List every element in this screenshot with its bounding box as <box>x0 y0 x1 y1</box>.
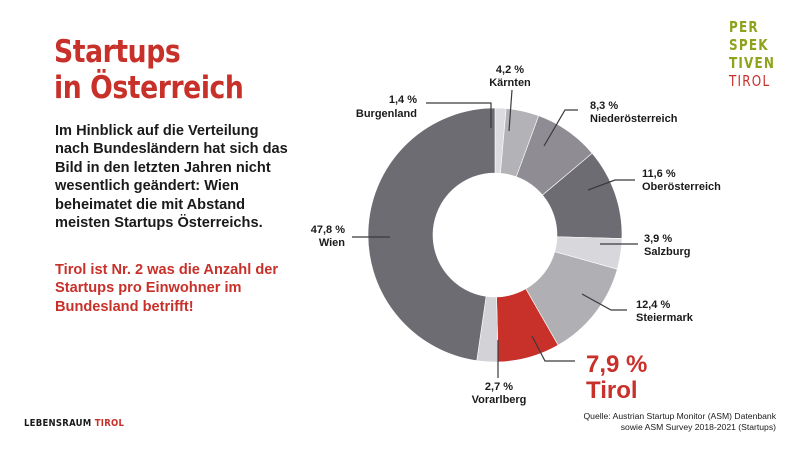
logo-line-2: SPEK <box>729 36 769 54</box>
slice-wien <box>367 107 496 362</box>
label-name-vorarlberg: Vorarlberg <box>472 394 527 406</box>
lebensraum-tirol-logo: LEBENSRAUM TIROL <box>24 418 124 429</box>
perspektiven-tirol-logo: PER SPEK TIVEN TIROL <box>729 18 775 90</box>
label-name-salzburg: Salzburg <box>644 246 690 258</box>
source-note: Quelle: Austrian Startup Monitor (ASM) D… <box>584 411 777 433</box>
highlight-paragraph: Tirol ist Nr. 2 was die Anzahl der Start… <box>55 262 279 315</box>
label-name-tirol: Tirol <box>586 377 638 404</box>
callout-line-oberoesterreich <box>587 179 635 191</box>
label-value-niederoesterreich: 8,3 % <box>590 100 618 112</box>
title-line-1: Startups <box>54 34 181 70</box>
page-title: Startups in Österreich <box>54 34 244 106</box>
donut-slices <box>367 107 623 363</box>
callout-line-steiermark <box>581 293 627 311</box>
label-value-oberoesterreich: 11,6 % <box>642 168 676 180</box>
label-value-steiermark: 12,4 % <box>636 299 670 311</box>
label-value-kaernten: 4,2 % <box>496 64 524 76</box>
label-name-wien: Wien <box>319 237 345 249</box>
callout-line-niederoesterreich <box>543 109 578 147</box>
logo-line-1: PER <box>729 18 759 36</box>
source-line-2: sowie ASM Survey 2018-2021 (Startups) <box>620 422 776 432</box>
label-name-steiermark: Steiermark <box>636 312 694 324</box>
label-value-wien: 47,8 % <box>311 224 345 236</box>
label-value-salzburg: 3,9 % <box>644 233 672 245</box>
label-value-vorarlberg: 2,7 % <box>485 381 513 393</box>
callout-line-tirol <box>531 335 575 362</box>
callout-line-kaernten <box>508 89 513 132</box>
callout-line-burgenland <box>426 102 492 128</box>
logo-tirol-word: TIROL <box>94 418 125 429</box>
label-name-niederoesterreich: Niederösterreich <box>590 113 678 125</box>
callout-lines <box>352 89 638 378</box>
source-line-1: Quelle: Austrian Startup Monitor (ASM) D… <box>583 411 777 421</box>
description-paragraph: Im Hinblick auf die Verteilung nach Bund… <box>55 123 288 232</box>
logo-line-3: TIVEN <box>729 54 776 72</box>
title-line-2: in Österreich <box>54 70 244 106</box>
label-name-burgenland: Burgenland <box>356 108 417 120</box>
label-name-oberoesterreich: Oberösterreich <box>642 181 721 193</box>
label-value-burgenland: 1,4 % <box>389 94 417 106</box>
label-value-tirol: 7,9 % <box>586 351 647 378</box>
labels: 1,4 % Burgenland 4,2 % Kärnten 8,3 % Nie… <box>311 64 721 406</box>
logo-lebensraum-word: LEBENSRAUM <box>24 418 92 429</box>
label-name-kaernten: Kärnten <box>489 77 531 89</box>
logo-line-4: TIROL <box>729 72 771 90</box>
